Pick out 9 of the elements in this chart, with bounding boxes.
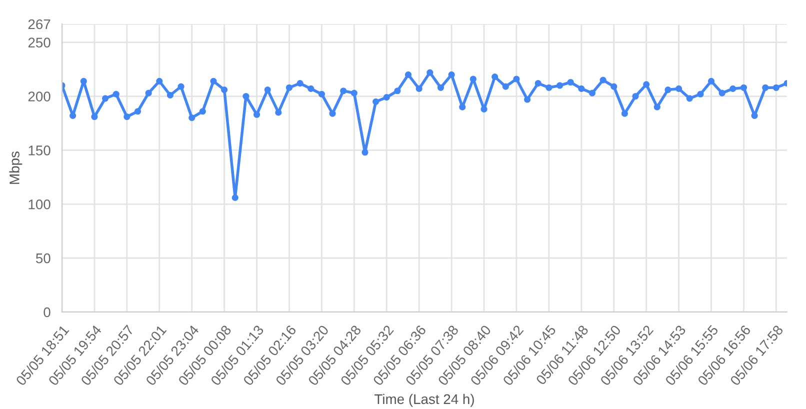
- y-tick-label: 200: [28, 92, 50, 102]
- y-tick-label: 150: [28, 146, 50, 156]
- y-tick-label: 50: [36, 253, 50, 264]
- y-tick-label: 0: [44, 307, 50, 318]
- y-tick-label: 250: [28, 38, 50, 48]
- y-tick-label: 267: [28, 19, 50, 30]
- y-tick-label: 100: [28, 199, 50, 210]
- y-axis-title: Mbps: [9, 152, 22, 184]
- x-axis-title: Time (Last 24 h): [374, 394, 474, 407]
